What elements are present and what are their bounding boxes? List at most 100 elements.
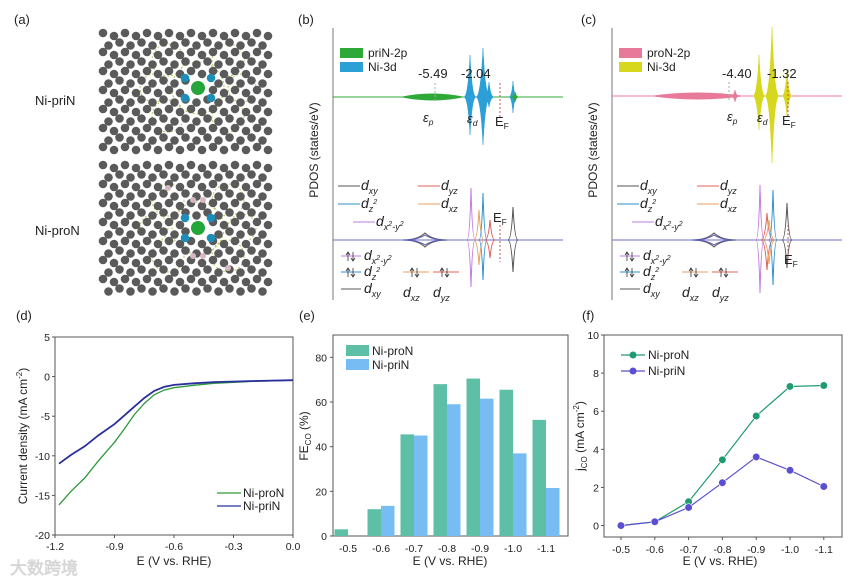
carbon-atom <box>230 236 240 246</box>
level-label-z2: dz2 <box>643 263 659 282</box>
carbon-atom <box>241 258 251 268</box>
carbon-atom <box>164 123 174 133</box>
carbon-atom <box>181 246 190 255</box>
carbon-atom <box>153 201 163 211</box>
carbon-atom <box>120 104 130 114</box>
carbon-atom <box>214 230 223 239</box>
dashed-region <box>211 43 245 77</box>
x-tick-label: -1.2 <box>46 541 64 553</box>
carbon-atom <box>252 217 262 227</box>
data-point-ni-prin <box>684 503 693 512</box>
carbon-atom <box>252 236 262 246</box>
carbon-atom <box>104 117 113 126</box>
x-axis-label: E (V vs. RHE) <box>137 554 212 568</box>
y-tick-label: -15 <box>35 490 50 502</box>
carbon-atom <box>98 66 108 76</box>
carbon-atom <box>258 136 267 145</box>
carbon-atom <box>159 133 168 142</box>
carbon-atom <box>263 126 273 136</box>
carbon-atom <box>137 189 146 198</box>
nickel-atom <box>191 221 205 235</box>
orbital-sup: 2 <box>387 255 392 262</box>
carbon-atom <box>104 136 113 145</box>
carbon-atom <box>197 126 207 136</box>
carbon-atom <box>186 142 196 152</box>
carbon-atom <box>126 173 135 182</box>
carbon-atom <box>104 79 113 88</box>
carbon-atom <box>153 182 163 192</box>
legend-label-yz: dyz <box>441 177 458 196</box>
carbon-atom <box>98 85 108 95</box>
spin-pair-icon <box>688 267 699 278</box>
carbon-atom <box>236 117 245 126</box>
x-tick-label: -0.7 <box>680 544 698 556</box>
carbon-atom <box>236 268 245 277</box>
carbon-atom <box>98 123 108 133</box>
carbon-atom <box>214 211 223 220</box>
carbon-atom <box>148 117 157 126</box>
carbon-atom <box>126 79 135 88</box>
carbon-atom <box>214 287 223 296</box>
carbon-atom <box>164 198 174 208</box>
legend-label: Ni-priN <box>243 499 280 513</box>
x-tick-label: -0.8 <box>713 544 731 556</box>
carbon-atom <box>225 284 234 293</box>
orbital-peak-yz <box>484 219 496 259</box>
carbon-atom <box>131 277 141 287</box>
carbon-atom <box>153 107 163 117</box>
y-tick-label: 6 <box>593 406 599 418</box>
y-tick-label: 40 <box>315 442 327 454</box>
legend-swatch-d <box>340 62 363 72</box>
orbital-d: d <box>655 213 664 229</box>
watermark: 大数跨境 <box>10 558 78 578</box>
legend-swatch <box>346 345 369 356</box>
orbital-sub: xy <box>371 289 382 299</box>
carbon-atom <box>181 227 190 236</box>
carbon-atom <box>252 104 262 114</box>
carbon-atom <box>258 41 267 50</box>
carbon-atom <box>137 38 146 47</box>
eps-d-value: -2.04 <box>461 66 491 81</box>
carbon-atom <box>115 189 124 198</box>
carbon-atom <box>208 104 218 114</box>
carbon-atom <box>164 85 174 95</box>
orbital-d: d <box>433 284 442 300</box>
carbon-atom <box>126 60 135 69</box>
orbital-sup: 2 <box>375 255 380 262</box>
carbon-atom <box>241 201 251 211</box>
carbon-atom <box>148 79 157 88</box>
panel-label-d: (d) <box>16 308 32 323</box>
carbon-atom <box>181 189 190 198</box>
y-tick-label: 0 <box>44 372 50 384</box>
eps-p-label: εp <box>423 110 434 127</box>
carbon-atom <box>170 98 179 107</box>
carbon-atom <box>236 98 245 107</box>
carbon-atom <box>203 38 212 47</box>
orbital-sub: x <box>650 256 656 266</box>
carbon-atom <box>192 287 201 296</box>
carbon-atom <box>219 182 229 192</box>
fermi-label-main: E <box>495 114 504 129</box>
carbon-atom <box>186 274 196 284</box>
carbon-atom <box>230 104 240 114</box>
hydrogen-atom <box>190 197 196 203</box>
orbital-sup: 2 <box>666 255 671 262</box>
carbon-atom <box>115 76 124 85</box>
carbon-atom <box>175 220 185 230</box>
spin-pair-icon <box>624 267 635 278</box>
spin-pair-icon <box>345 251 356 262</box>
legend-label: Ni-priN <box>372 358 409 372</box>
hydrogen-atom <box>165 185 171 191</box>
x-tick-label: -1.0 <box>504 543 522 555</box>
carbon-atom <box>214 60 223 69</box>
eps-p-label-main: ε <box>423 110 429 125</box>
pdos-ylabel-c: PDOS (states/eV) <box>586 102 600 197</box>
d-band-peak <box>764 26 780 164</box>
carbon-atom <box>120 123 130 133</box>
orbital-sup: 2 <box>654 267 659 274</box>
carbon-atom <box>252 85 262 95</box>
carbon-atom <box>164 217 174 227</box>
carbon-atom <box>104 173 113 182</box>
carbon-atom <box>247 76 256 85</box>
